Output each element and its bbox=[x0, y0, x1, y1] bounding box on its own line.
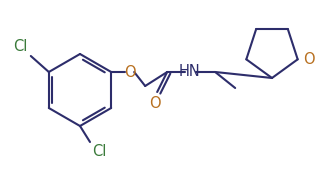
Text: O: O bbox=[303, 52, 314, 67]
Text: Cl: Cl bbox=[92, 144, 106, 159]
Text: O: O bbox=[150, 96, 161, 111]
Text: HN: HN bbox=[178, 64, 200, 79]
Text: O: O bbox=[124, 64, 136, 79]
Text: Cl: Cl bbox=[13, 39, 28, 54]
